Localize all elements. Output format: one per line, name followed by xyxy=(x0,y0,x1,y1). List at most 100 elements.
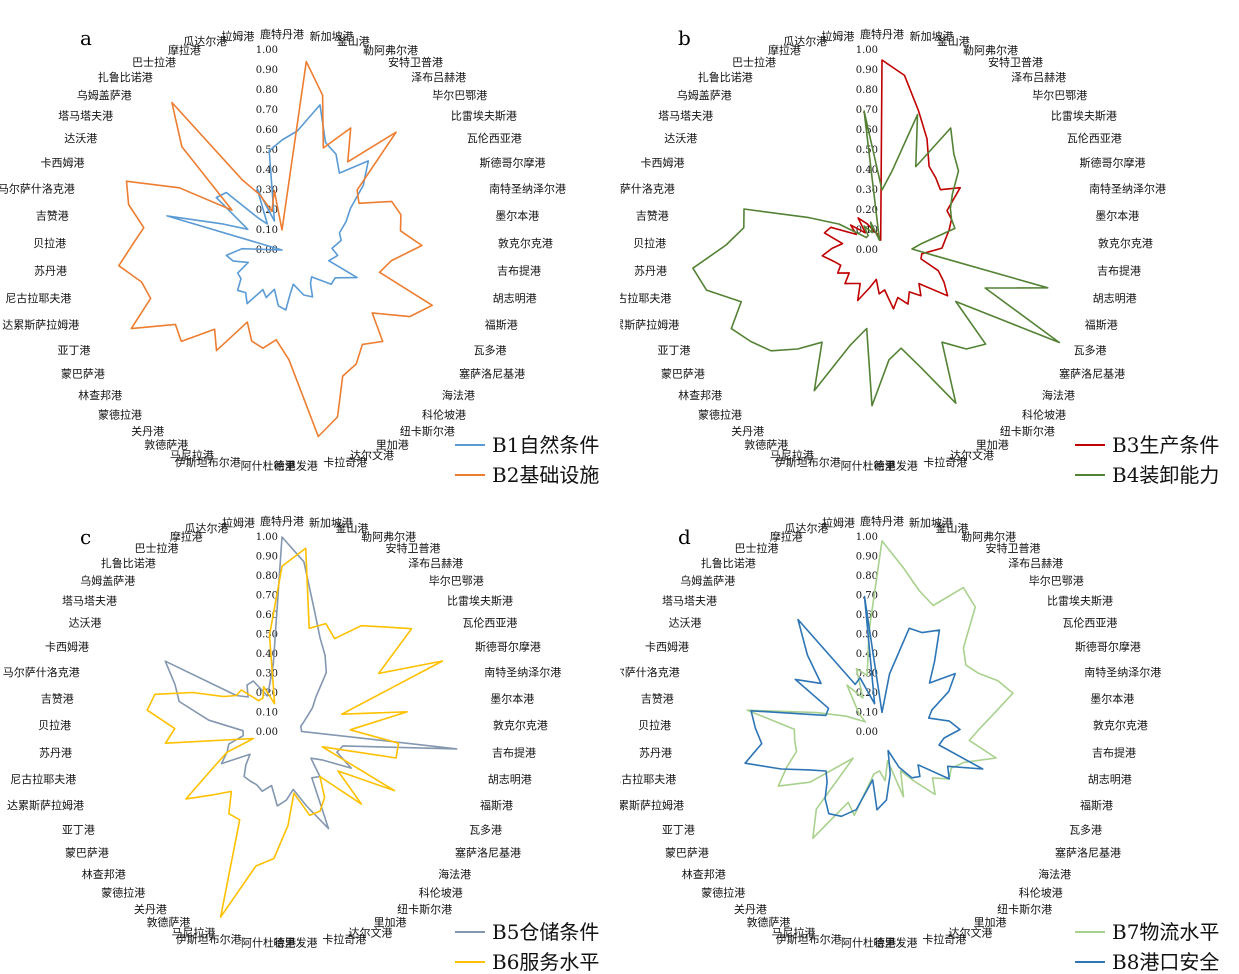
tick-label: 0.20 xyxy=(256,688,278,699)
category-label: 海法港 xyxy=(1042,388,1075,402)
category-label: 吉赞港 xyxy=(636,210,669,223)
radar-svg-c: c 0.00 0.10 0.20 0.30 0.40 0.50 0.60 0.70 0.80 0.9… xyxy=(3,514,600,974)
category-label: 海法港 xyxy=(1038,867,1071,881)
category-label: 苏丹港 xyxy=(639,746,672,759)
category-label: 达沃港 xyxy=(664,132,697,145)
category-label: 里加港 xyxy=(976,439,1009,452)
category-label: 巴士拉港 xyxy=(732,55,776,69)
category-label: 鹿特丹港 xyxy=(860,514,904,528)
category-label: 敦德萨港 xyxy=(144,438,188,452)
category-label: 毕尔巴鄂港 xyxy=(1032,89,1087,102)
category-label: 乌姆盖萨港 xyxy=(680,573,735,587)
panel-letter: d xyxy=(678,525,691,549)
tick-label: 0.80 xyxy=(256,571,278,582)
radar-chart-a: a 0.00 0.10 0.20 0.30 0.40 0.50 0.60 0.70 0.80 0.9… xyxy=(0,0,620,487)
category-label: 海法港 xyxy=(442,388,475,402)
category-label: 福斯港 xyxy=(480,798,513,812)
category-label: 南特圣纳泽尔港 xyxy=(489,182,566,196)
category-label: 瓜达尔港 xyxy=(183,35,227,48)
category-label: 蒙巴萨港 xyxy=(661,368,705,381)
category-label: 新加坡港 xyxy=(909,516,953,530)
category-label: 瓜达尔港 xyxy=(784,522,828,535)
category-label: 摩拉港 xyxy=(170,529,203,543)
category-label: 科伦坡港 xyxy=(419,886,463,900)
category-label: 瓦多港 xyxy=(474,343,507,357)
category-label: 亚丁港 xyxy=(57,344,90,357)
legend-label: B8港口安全 xyxy=(1112,950,1219,974)
category-label: 亚丁港 xyxy=(62,824,95,837)
category-label: 勒阿弗尔港 xyxy=(363,43,418,57)
category-label: 里加港 xyxy=(376,439,409,452)
category-label: 关丹港 xyxy=(131,424,164,438)
tick-label: 0.50 xyxy=(256,630,278,641)
category-label: 拉姆港 xyxy=(222,516,255,530)
category-label: 马尼拉港 xyxy=(170,448,214,462)
category-label: 摩拉港 xyxy=(168,43,201,57)
legend-label: B1自然条件 xyxy=(492,433,599,457)
category-label: 吉布提港 xyxy=(492,746,536,759)
category-label: 阿什杜德港 xyxy=(241,459,296,473)
tick-label: 0.60 xyxy=(256,125,278,136)
tick-label: 0.20 xyxy=(856,688,878,699)
category-label: 福斯港 xyxy=(1085,318,1118,332)
category-label: 纽卡斯尔港 xyxy=(997,902,1052,916)
category-label: 卡拉奇港 xyxy=(923,455,967,469)
category-label: 吉布提港 xyxy=(1092,746,1136,759)
category-label: 蒙巴萨港 xyxy=(61,368,105,381)
category-label: 吉赞港 xyxy=(36,210,69,223)
category-label: 乌姆盖萨港 xyxy=(80,573,135,587)
category-label: 达尔文港 xyxy=(950,448,994,462)
category-label: 卡西姆港 xyxy=(645,640,689,654)
category-label: 比雷埃夫斯港 xyxy=(1051,108,1117,122)
category-label: 达尔文港 xyxy=(948,925,992,939)
category-label: 墨尔本港 xyxy=(1095,209,1139,223)
category-label: 勒阿弗尔港 xyxy=(361,529,416,543)
category-label: 毕尔巴鄂港 xyxy=(429,574,484,587)
category-label: 瓦伦西亚港 xyxy=(462,616,517,630)
legend-label: B4装卸能力 xyxy=(1112,463,1219,487)
category-label: 卡拉奇港 xyxy=(922,932,966,946)
category-label: 马尔萨什洛克港 xyxy=(3,665,80,679)
category-label: 伊斯坦布尔港 xyxy=(176,932,242,946)
category-label: 吉赞港 xyxy=(641,692,674,705)
category-label: 扎鲁比诺港 xyxy=(701,556,756,570)
category-label: 关丹港 xyxy=(134,902,167,916)
category-label: 苏丹港 xyxy=(634,265,667,278)
category-label: 贝拉港 xyxy=(638,718,671,732)
category-label: 海法港 xyxy=(438,867,471,881)
category-label: 泽布吕赫港 xyxy=(408,557,463,570)
category-label: 安特卫普港 xyxy=(388,55,443,69)
category-label: 林查邦港 xyxy=(678,388,722,402)
tick-label: 0.90 xyxy=(856,552,878,563)
legend-label: B5仓储条件 xyxy=(492,920,599,944)
series-line xyxy=(118,60,434,438)
category-label: 哈里发港 xyxy=(274,459,318,473)
tick-label: 0.40 xyxy=(256,165,278,176)
category-label: 纽卡斯尔港 xyxy=(397,902,452,916)
category-label: 南特圣纳泽尔港 xyxy=(1084,665,1161,679)
category-label: 塞萨洛尼基港 xyxy=(455,846,521,860)
category-label: 卡西姆港 xyxy=(45,640,89,654)
category-label: 苏丹港 xyxy=(39,746,72,759)
tick-label: 0.40 xyxy=(856,165,878,176)
category-label: 贝拉港 xyxy=(633,236,666,250)
category-label: 关丹港 xyxy=(731,424,764,438)
category-label: 马尼拉港 xyxy=(172,925,216,939)
category-label: 瓜达尔港 xyxy=(184,522,228,535)
category-label: 墨尔本港 xyxy=(495,209,539,223)
category-label: 塞萨洛尼基港 xyxy=(1059,367,1125,381)
tick-label: 1.00 xyxy=(256,532,278,543)
category-label: 科伦坡港 xyxy=(1022,407,1066,421)
category-label: 乌姆盖萨港 xyxy=(77,88,132,102)
category-label: 关丹港 xyxy=(734,902,767,916)
category-label: 胡志明港 xyxy=(1088,772,1132,786)
category-label: 摩拉港 xyxy=(768,43,801,57)
category-label: 瓜达尔港 xyxy=(783,35,827,48)
tick-label: 0.00 xyxy=(856,245,878,256)
category-label: 安特卫普港 xyxy=(988,55,1043,69)
category-label: 扎鲁比诺港 xyxy=(698,70,753,84)
category-label: 斯德哥尔摩港 xyxy=(1075,640,1141,654)
radar-svg-b: b0.000.100.200.300.400.500.600.700.800.9… xyxy=(620,26,1219,487)
category-label: 塔马塔夫港 xyxy=(58,109,113,122)
category-label: 敦德萨港 xyxy=(744,438,788,452)
